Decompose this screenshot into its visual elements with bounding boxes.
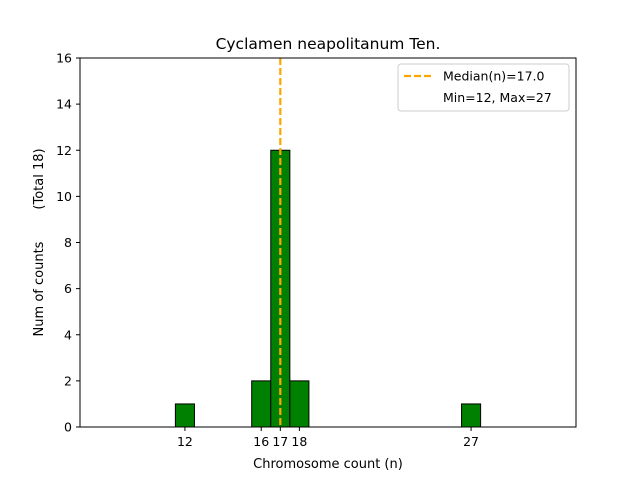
x-tick-label-12: 12 bbox=[177, 434, 193, 449]
y-axis-total-label: (Total 18) bbox=[32, 148, 47, 209]
histogram-bar-27 bbox=[461, 403, 482, 428]
y-tick-label-2: 2 bbox=[64, 373, 72, 388]
legend-entry-median: Median(n)=17.0 bbox=[443, 69, 544, 84]
legend-entry-minmax: Min=12, Max=27 bbox=[443, 90, 552, 105]
x-tick-label-16: 16 bbox=[253, 434, 269, 449]
x-axis: 12 16 17 18 27 bbox=[177, 427, 479, 449]
y-tick-label-4: 4 bbox=[64, 327, 72, 342]
y-tick-label-10: 10 bbox=[56, 189, 72, 204]
x-tick-label-18: 18 bbox=[291, 434, 307, 449]
chart-title: Cyclamen neapolitanum Ten. bbox=[216, 35, 441, 53]
x-tick-label-27: 27 bbox=[463, 434, 479, 449]
x-tick-label-17: 17 bbox=[272, 434, 288, 449]
plot-frame bbox=[79, 57, 577, 428]
x-axis-label: Chromosome count (n) bbox=[253, 457, 403, 472]
y-tick-label-14: 14 bbox=[56, 97, 72, 112]
y-tick-label-6: 6 bbox=[64, 281, 72, 296]
y-tick-label-12: 12 bbox=[56, 143, 72, 158]
y-axis: 0 2 4 6 8 10 12 14 16 bbox=[56, 51, 80, 435]
histogram-bar-18 bbox=[289, 380, 310, 428]
histogram-bar-12 bbox=[174, 403, 195, 428]
y-axis-label: Num of counts bbox=[32, 241, 47, 336]
bars-layer bbox=[174, 149, 538, 428]
y-tick-label-16: 16 bbox=[56, 51, 72, 66]
y-tick-label-0: 0 bbox=[64, 420, 72, 435]
histogram-bar-16 bbox=[251, 380, 272, 428]
y-tick-label-8: 8 bbox=[64, 235, 72, 250]
legend-box bbox=[397, 63, 570, 112]
legend: Median(n)=17.0 Min=12, Max=27 bbox=[397, 63, 570, 112]
